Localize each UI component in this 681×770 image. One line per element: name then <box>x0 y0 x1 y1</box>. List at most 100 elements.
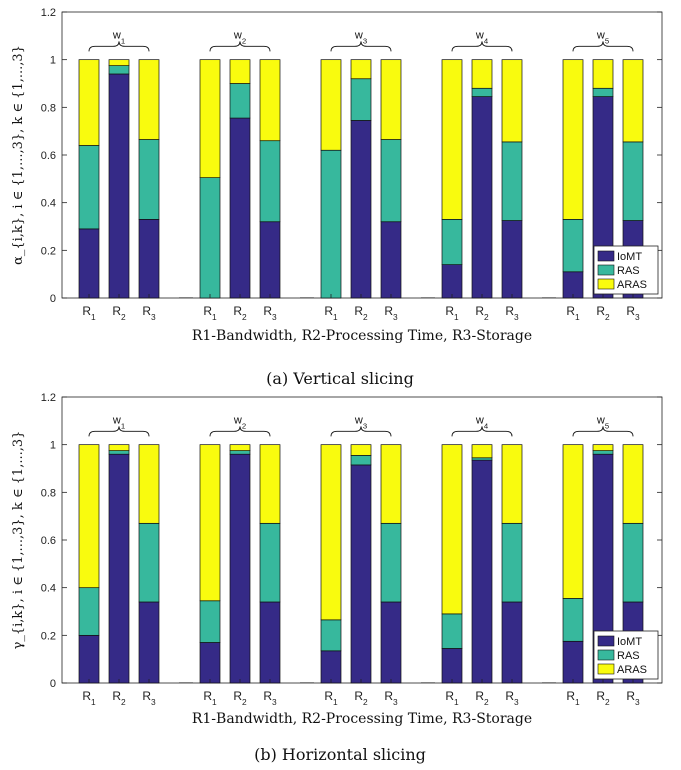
x-tick-label: R1 <box>82 304 96 322</box>
x-tick-label: R1 <box>445 304 459 322</box>
bar-segment-ras <box>501 522 523 603</box>
group-brace <box>330 41 392 52</box>
bar-segment-aras <box>471 444 493 459</box>
y-axis-label: γ_{i,k}, i ∈ {1,...,3}, k ∈ {1,...,3} <box>11 431 26 650</box>
bar-segment-aras <box>441 59 463 220</box>
figure-caption: (a) Vertical slicing <box>266 369 414 388</box>
x-tick-label: R2 <box>596 689 610 707</box>
bar-segment-iomt <box>380 221 402 299</box>
bar-segment-iomt <box>350 120 372 299</box>
bar-segment-aras <box>320 444 342 621</box>
group-brace <box>209 41 271 52</box>
bar-segment-aras <box>108 59 130 66</box>
y-tick-label: 1 <box>50 55 56 67</box>
group-brace <box>330 426 392 437</box>
y-tick-label: 0.2 <box>41 245 56 257</box>
y-tick-label: 1 <box>50 440 56 452</box>
legend-swatch-aras <box>597 278 615 290</box>
bar-segment-ras <box>259 522 281 603</box>
legend-label-iomt: IoMT <box>617 251 642 263</box>
bar-segment-aras <box>229 444 251 451</box>
y-tick-label: 0.8 <box>41 102 56 114</box>
group-brace <box>572 41 634 52</box>
bar-segment-iomt <box>108 453 130 684</box>
y-tick-label: 0.6 <box>41 535 56 547</box>
x-tick-label: R3 <box>142 304 156 322</box>
group-label: w5 <box>596 29 609 45</box>
bar-segment-ras <box>562 219 584 273</box>
chart-panel-1: 0 0.2 0.4 0.6 0.8 1 1.2 α_{i,k}, i ∈ {1,...,3},… <box>11 7 663 388</box>
bar-segment-aras <box>259 59 281 142</box>
group-label: w2 <box>233 414 246 430</box>
legend-label-ras: RAS <box>617 265 640 277</box>
bar-segment-iomt <box>78 634 100 684</box>
bar-segment-ras <box>199 600 221 643</box>
legend-swatch-aras <box>597 663 615 675</box>
bar-segment-ras <box>622 522 644 603</box>
bar-segment-aras <box>320 59 342 151</box>
bar-segment-ras <box>138 139 160 220</box>
bar-segment-aras <box>501 444 523 524</box>
bar-segment-iomt <box>562 640 584 684</box>
bar-segment-ras <box>78 587 100 636</box>
x-tick-label: R1 <box>203 304 217 322</box>
bar-segment-aras <box>501 59 523 143</box>
legend-label-iomt: IoMT <box>617 636 642 648</box>
y-tick-label: 1.2 <box>41 7 56 19</box>
bar-segment-aras <box>199 444 221 602</box>
x-tick-label: R2 <box>112 304 126 322</box>
bar-segment-ras <box>441 219 463 265</box>
x-tick-label: R2 <box>475 304 489 322</box>
bar-segment-ras <box>622 141 644 221</box>
x-tick-label: R1 <box>566 689 580 707</box>
bar-segment-ras <box>350 455 372 466</box>
y-tick-label: 0.4 <box>41 198 56 210</box>
group-label: w1 <box>112 414 125 430</box>
bar-segment-aras <box>138 444 160 524</box>
bar-segment-aras <box>229 59 251 84</box>
x-tick-label: R3 <box>626 689 640 707</box>
group-label: w3 <box>354 29 367 45</box>
bar-segment-iomt <box>229 117 251 299</box>
bar-segment-iomt <box>138 601 160 684</box>
bar-segment-ras <box>441 613 463 649</box>
bar-segment-ras <box>380 139 402 223</box>
legend-swatch-iomt <box>597 250 615 262</box>
bar-segment-ras <box>501 141 523 221</box>
y-tick-label: 0 <box>50 293 56 305</box>
legend-label-aras: ARAS <box>617 664 647 676</box>
bar-segment-aras <box>78 59 100 146</box>
bar-segment-iomt <box>259 601 281 684</box>
x-tick-label: R2 <box>233 689 247 707</box>
bar-segment-ras <box>592 87 614 97</box>
group-brace <box>451 41 513 52</box>
bar-segment-aras <box>199 59 221 178</box>
bar-segment-iomt <box>199 642 221 684</box>
group-label: w2 <box>233 29 246 45</box>
y-tick-label: 1.2 <box>41 392 56 404</box>
bar-segment-iomt <box>441 648 463 684</box>
bar-segment-ras <box>229 450 251 455</box>
bar-segment-ras <box>562 598 584 642</box>
x-tick-label: R2 <box>233 304 247 322</box>
legend-swatch-iomt <box>597 635 615 647</box>
x-tick-label: R3 <box>505 304 519 322</box>
y-tick-label: 0 <box>50 678 56 690</box>
group-label: w4 <box>475 29 489 45</box>
group-label: w1 <box>112 29 125 45</box>
bar-segment-iomt <box>441 264 463 299</box>
bar-segment-ras <box>199 177 221 299</box>
x-tick-label: R1 <box>324 689 338 707</box>
x-tick-label: R2 <box>354 304 368 322</box>
bar-segment-iomt <box>380 601 402 684</box>
bar-segment-aras <box>622 444 644 524</box>
x-tick-label: R1 <box>82 689 96 707</box>
x-tick-label: R1 <box>566 304 580 322</box>
legend-label-ras: RAS <box>617 650 640 662</box>
x-tick-label: R3 <box>142 689 156 707</box>
bar-segment-ras <box>471 87 493 97</box>
bar-segment-iomt <box>350 464 372 684</box>
legend-swatch-ras <box>597 649 615 661</box>
group-label: w4 <box>475 414 489 430</box>
